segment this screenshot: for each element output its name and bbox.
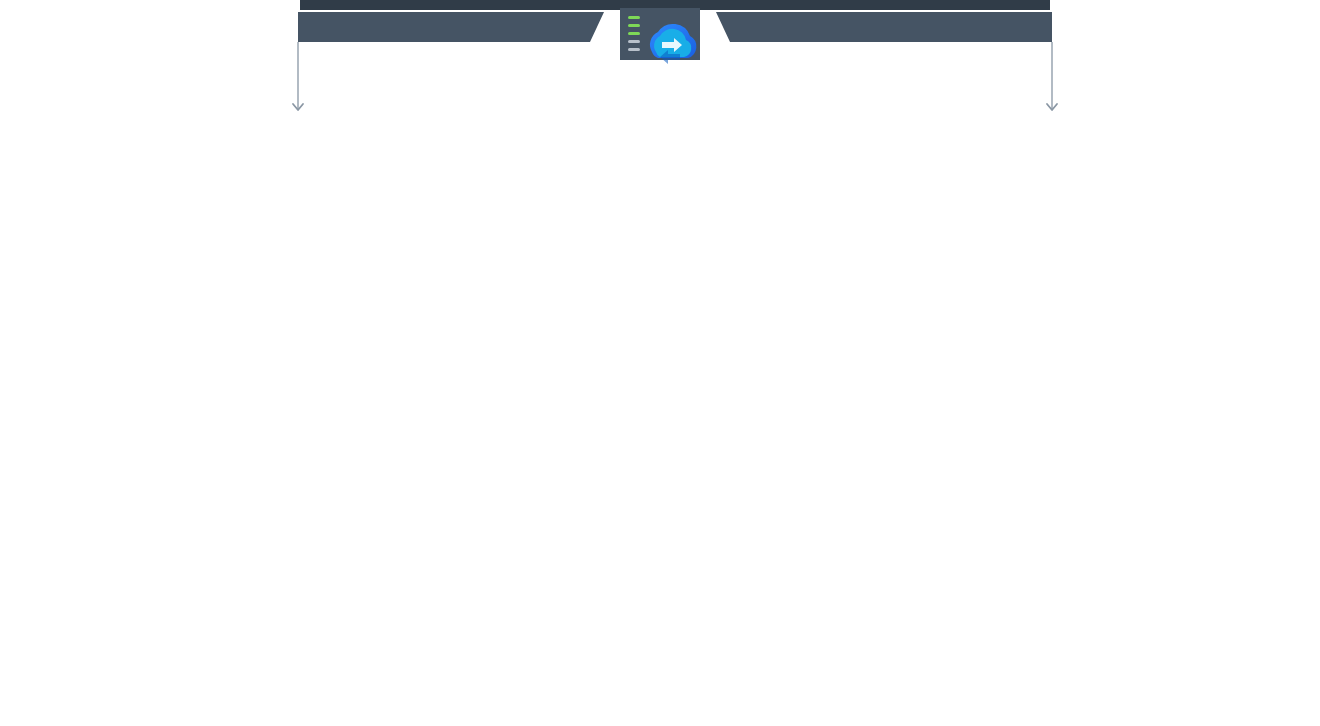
svg-rect-10 xyxy=(628,32,640,35)
svg-marker-3 xyxy=(716,12,1052,42)
svg-marker-2 xyxy=(298,12,604,42)
svg-rect-11 xyxy=(628,40,640,43)
svg-rect-7 xyxy=(620,0,700,8)
svg-rect-0 xyxy=(300,0,660,10)
svg-rect-8 xyxy=(628,16,640,19)
svg-rect-9 xyxy=(628,24,640,27)
svg-rect-12 xyxy=(628,48,640,51)
svg-rect-1 xyxy=(660,0,1050,10)
